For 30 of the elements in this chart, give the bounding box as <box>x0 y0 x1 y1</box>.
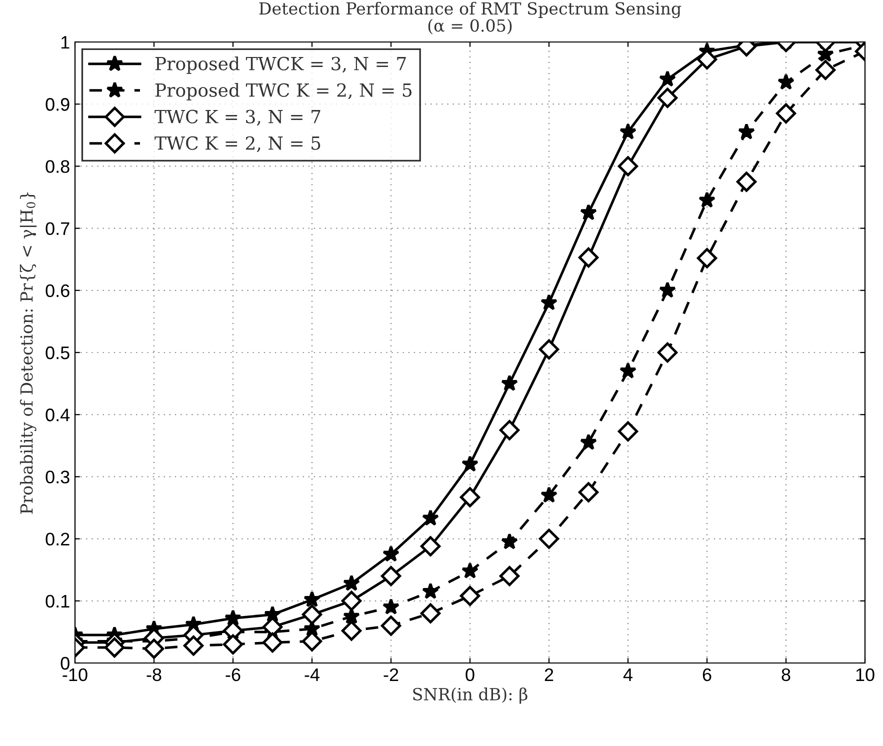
legend-label: Proposed TWC K = 2, N = 5 <box>155 82 412 100</box>
y-tick-label: 0.5 <box>46 346 70 360</box>
y-axis-title: Probability of Detection: Pr{ζ < γ|H$_{0}$} <box>20 192 37 514</box>
legend-label: TWC K = 2, N = 5 <box>154 136 320 152</box>
y-tick-label: 0.7 <box>46 222 70 236</box>
x-tick-label: 6 <box>702 668 712 682</box>
y-tick-label: 0.3 <box>46 470 70 484</box>
x-tick-label: 0 <box>466 668 474 682</box>
y-tick-label: 0 <box>60 656 70 670</box>
x-tick-label: -2 <box>384 668 398 681</box>
y-tick-label: 0.9 <box>46 98 70 111</box>
x-tick-label: 2 <box>544 668 554 681</box>
y-tick-label: 0.6 <box>46 284 70 298</box>
legend-label: TWC K = 3, N = 7 <box>154 110 320 126</box>
x-tick-label: -4 <box>304 668 320 681</box>
x-tick-label: -10 <box>62 668 88 682</box>
y-tick-label: 0.4 <box>46 408 70 422</box>
x-tick-label: -6 <box>226 668 240 682</box>
y-tick-label: 0.1 <box>46 594 70 608</box>
x-tick-label: -8 <box>146 668 162 682</box>
chart-title: Detection Performance of RMT Spectrum Sensing <box>259 2 682 18</box>
x-axis-title: SNR(in dB): β <box>413 687 528 704</box>
y-tick-label: 0.8 <box>46 160 70 173</box>
x-tick-label: 4 <box>623 668 632 681</box>
x-tick-label: 8 <box>782 668 790 682</box>
chart-subtitle: (α = 0.05) <box>428 18 512 34</box>
y-tick-label: 0.2 <box>46 532 70 546</box>
legend-label: Proposed TWCK = 3, N = 7 <box>155 56 406 74</box>
y-tick-label: 1 <box>61 36 70 49</box>
x-tick-label: 10 <box>856 668 874 682</box>
